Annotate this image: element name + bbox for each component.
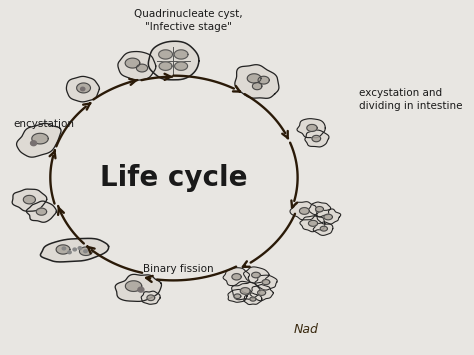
Polygon shape: [300, 208, 310, 214]
Polygon shape: [297, 119, 325, 138]
Polygon shape: [324, 214, 332, 220]
Polygon shape: [12, 189, 47, 211]
Polygon shape: [66, 76, 100, 102]
Text: Life cycle: Life cycle: [100, 164, 247, 191]
Polygon shape: [240, 288, 250, 294]
Polygon shape: [252, 272, 260, 278]
Polygon shape: [68, 251, 71, 254]
Polygon shape: [320, 226, 328, 231]
Text: Binary fission: Binary fission: [143, 264, 214, 274]
Polygon shape: [32, 133, 48, 144]
Polygon shape: [81, 87, 85, 91]
Polygon shape: [316, 207, 323, 212]
Polygon shape: [223, 268, 249, 286]
Polygon shape: [126, 281, 142, 291]
Polygon shape: [313, 222, 333, 235]
Polygon shape: [253, 83, 262, 90]
Polygon shape: [84, 250, 87, 253]
Polygon shape: [174, 50, 188, 59]
Polygon shape: [300, 216, 325, 232]
Polygon shape: [312, 135, 320, 142]
Polygon shape: [36, 208, 46, 215]
Polygon shape: [23, 195, 36, 204]
Polygon shape: [305, 130, 329, 147]
Text: Quadrinucleate cyst,
"Infective stage": Quadrinucleate cyst, "Infective stage": [134, 9, 243, 32]
Polygon shape: [138, 287, 144, 292]
Polygon shape: [80, 247, 92, 256]
Polygon shape: [258, 76, 269, 84]
Polygon shape: [235, 65, 279, 98]
Polygon shape: [147, 295, 155, 301]
Polygon shape: [148, 41, 199, 80]
Polygon shape: [250, 297, 256, 301]
Polygon shape: [77, 83, 91, 93]
Polygon shape: [307, 124, 317, 131]
Polygon shape: [27, 201, 56, 222]
Polygon shape: [232, 282, 260, 300]
Polygon shape: [262, 279, 270, 285]
Polygon shape: [40, 239, 109, 262]
Polygon shape: [309, 220, 318, 226]
Polygon shape: [255, 275, 277, 290]
Polygon shape: [317, 209, 341, 224]
Polygon shape: [228, 289, 247, 302]
Polygon shape: [250, 285, 273, 301]
Polygon shape: [290, 202, 317, 220]
Text: excystation and
dividing in intestine: excystation and dividing in intestine: [359, 88, 463, 111]
Polygon shape: [137, 64, 147, 72]
Polygon shape: [159, 50, 173, 59]
Polygon shape: [78, 247, 82, 250]
Polygon shape: [115, 274, 162, 301]
Polygon shape: [257, 290, 265, 295]
Polygon shape: [118, 51, 156, 80]
Polygon shape: [62, 247, 65, 250]
Polygon shape: [244, 293, 262, 305]
Polygon shape: [234, 294, 241, 299]
Polygon shape: [244, 267, 269, 283]
Polygon shape: [141, 291, 160, 304]
Polygon shape: [232, 274, 241, 280]
Polygon shape: [56, 245, 70, 254]
Text: Nad: Nad: [294, 323, 319, 336]
Polygon shape: [125, 58, 140, 68]
Polygon shape: [31, 141, 36, 146]
Polygon shape: [309, 202, 331, 217]
Polygon shape: [17, 123, 61, 157]
Polygon shape: [73, 248, 76, 251]
Text: encystation: encystation: [14, 120, 74, 130]
Polygon shape: [159, 62, 172, 70]
Polygon shape: [174, 62, 188, 70]
Polygon shape: [247, 74, 261, 83]
